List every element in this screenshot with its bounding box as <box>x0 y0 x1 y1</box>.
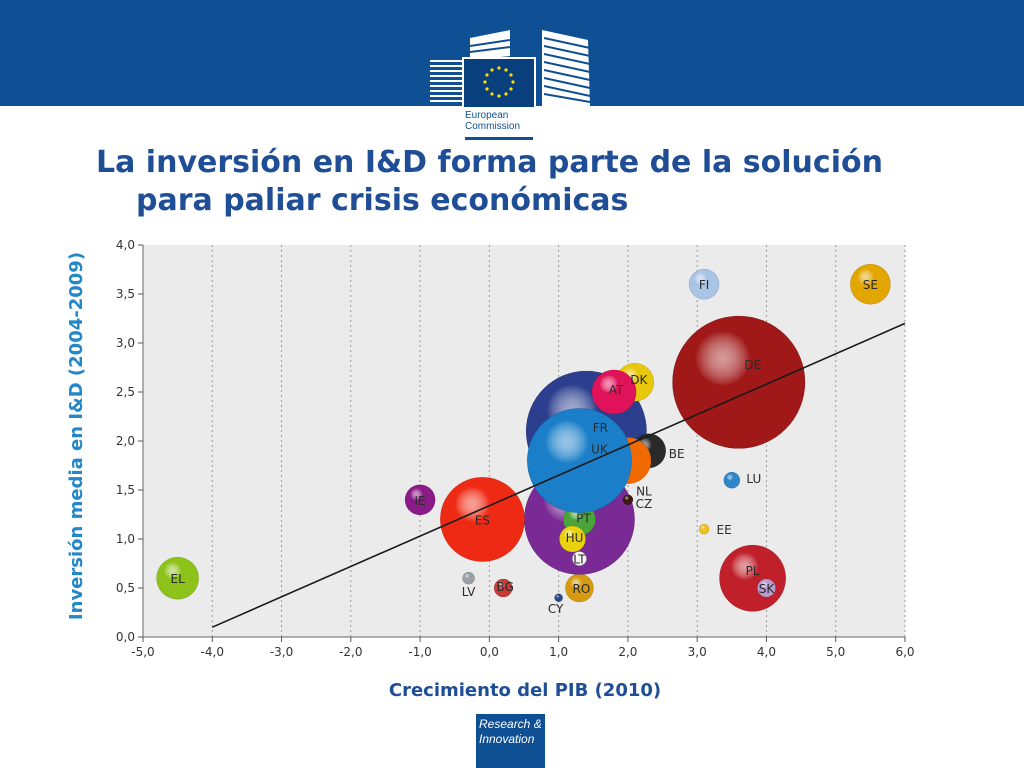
y-axis-title: Inversión media en I&D (2004-2009) <box>66 251 87 621</box>
y-tick-label: 1,0 <box>116 532 135 546</box>
bubble-el <box>156 556 200 600</box>
slide-title: La inversión en I&D forma parte de la so… <box>96 144 976 220</box>
bubble-label-de: DE <box>744 358 761 372</box>
title-line-2: para paliar crisis económicas <box>136 183 629 218</box>
bubble-at <box>591 369 637 415</box>
plot-area <box>143 245 905 637</box>
bubble-label-ie: IE <box>415 494 426 508</box>
bubble-label-cy: CY <box>548 602 564 616</box>
y-tick-label: 4,0 <box>116 238 135 252</box>
bubble-se <box>849 263 891 305</box>
bubble-uk <box>526 408 632 514</box>
x-tick-label: 3,0 <box>688 645 707 659</box>
x-tick-label: 0,0 <box>480 645 499 659</box>
y-tick-label: 0,0 <box>116 630 135 644</box>
logo-line-1: European <box>465 110 509 121</box>
logo-line-2: Commission <box>465 121 521 132</box>
bubble-bg <box>493 578 513 598</box>
bubble-label-pt: PT <box>576 511 591 525</box>
bubble-label-lt: LT <box>573 553 586 567</box>
bubble-lv <box>462 571 475 585</box>
bubble-label-at: AT <box>609 383 624 397</box>
research-innovation-badge: Research & Innovation <box>476 714 545 768</box>
bubble-ie <box>404 484 436 516</box>
bubble-label-fi: FI <box>699 278 709 292</box>
x-tick-label: 6,0 <box>895 645 914 659</box>
bubble-label-cz: CZ <box>636 497 653 511</box>
bubble-label-hu: HU <box>566 531 584 545</box>
bubble-labels: PL SE FI EL IE LU EE LV BG CY RO SK PT HU LT ES FR DK AT BE… <box>170 278 877 616</box>
bubble-sk <box>757 578 776 598</box>
y-tick-label: 1,5 <box>116 483 135 497</box>
trend-line <box>211 322 906 628</box>
bubble-label-bg: BG <box>497 580 514 594</box>
x-axis-title: Crecimiento del PIB (2010) <box>388 680 662 701</box>
european-commission-logo[interactable] <box>430 26 595 146</box>
y-tick-label: 3,5 <box>116 287 135 301</box>
bubble-es <box>439 476 525 562</box>
bubble-label-dk: DK <box>630 373 648 387</box>
bubble-label-ro: RO <box>573 582 591 596</box>
bubble-hu <box>559 525 586 553</box>
bubble-label-fr: FR <box>593 421 608 435</box>
bubble-label-lu: LU <box>746 472 761 486</box>
trend-line-group <box>211 322 906 628</box>
x-tick-label: 2,0 <box>618 645 637 659</box>
x-tick-label: 1,0 <box>549 645 568 659</box>
bubble-label-es: ES <box>475 513 490 527</box>
bubble-lt <box>572 551 587 566</box>
bubble-label-pl: PL <box>746 564 760 578</box>
bubble-lu <box>723 471 741 489</box>
bubble-fi <box>688 268 720 300</box>
y-tick-label: 0,5 <box>116 581 135 595</box>
eu-stars-icon <box>483 66 515 98</box>
bubble-label-ee: EE <box>717 523 732 537</box>
x-tick-label: -2,0 <box>339 645 362 659</box>
bubble-label-be: BE <box>669 447 685 461</box>
x-tick-label: -5,0 <box>131 645 154 659</box>
y-tick-label: 2,0 <box>116 434 135 448</box>
bubble-label-el: EL <box>170 572 185 586</box>
bubble-label-sk: SK <box>759 582 776 596</box>
x-tick-label: -4,0 <box>201 645 224 659</box>
y-tick-label: 3,0 <box>116 336 135 350</box>
bubble-ee <box>698 523 710 535</box>
logo-text: European Commission <box>465 110 520 132</box>
x-tick-label: 4,0 <box>757 645 776 659</box>
y-tick-label: 2,5 <box>116 385 135 399</box>
bubble-label-uk: UK <box>591 443 609 457</box>
badge-line-1: Research & <box>479 717 542 731</box>
title-line-1: La inversión en I&D forma parte de la so… <box>96 145 883 180</box>
bubble-cy <box>554 593 563 603</box>
badge-line-2: Innovation <box>479 732 535 746</box>
bubble-de <box>672 315 806 449</box>
x-tick-label: -1,0 <box>408 645 431 659</box>
commission-building-icon <box>430 30 591 109</box>
axes: -5,0 -4,0 -3,0 -2,0 -1,0 0,0 1,0 2,0 3,0 4,0 5,0 6,… <box>116 238 915 659</box>
bubble-label-se: SE <box>863 278 878 292</box>
bubble-label-lv: LV <box>462 585 476 599</box>
bubble-cz <box>622 494 634 506</box>
x-tick-label: -3,0 <box>270 645 293 659</box>
bubble-label-nl: NL <box>636 485 652 499</box>
bubbles <box>156 263 891 612</box>
logo-underline <box>465 137 533 140</box>
x-tick-label: 5,0 <box>826 645 845 659</box>
